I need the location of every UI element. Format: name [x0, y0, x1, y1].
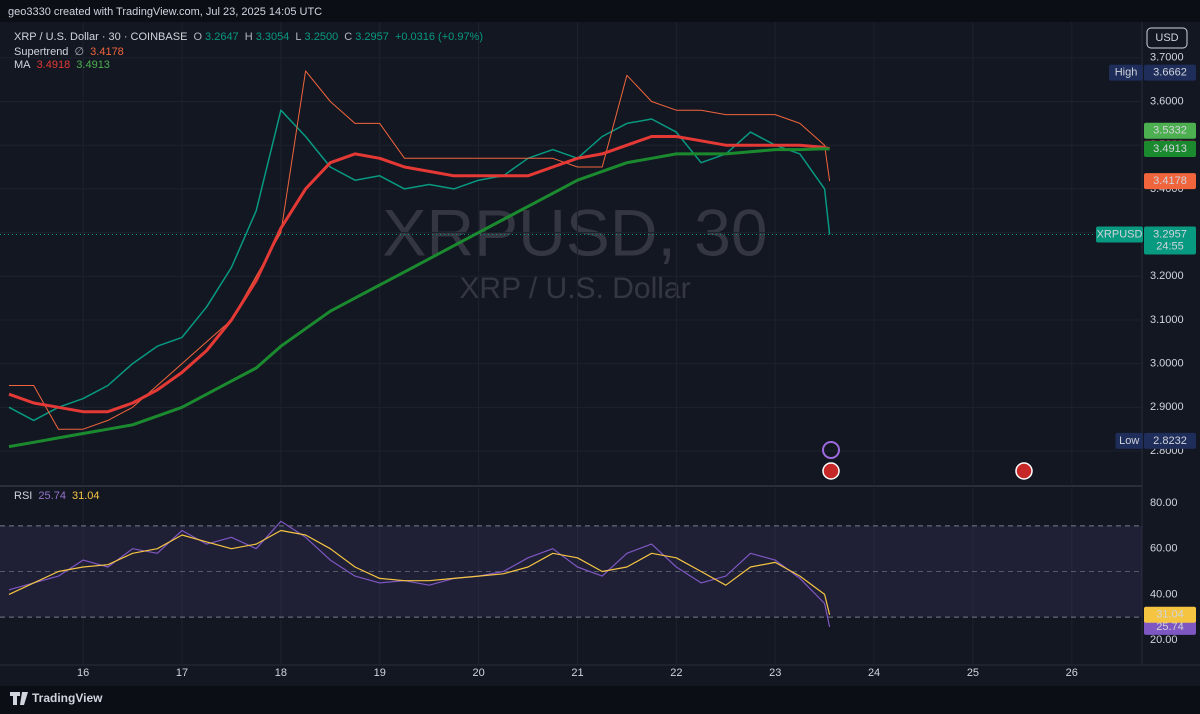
legend-rsi-label: RSI — [14, 490, 33, 502]
legend-change: +0.0316 (+0.97%) — [394, 31, 484, 43]
y-tick-label: 40.00 — [1150, 588, 1178, 600]
series-line — [8, 147, 830, 449]
x-tick-label: 23 — [769, 667, 781, 679]
legend-c-label: C — [344, 31, 353, 43]
event-icons — [822, 441, 1033, 480]
legend-supertrend-icon: ∅ — [74, 46, 85, 58]
legend-main: XRP / U.S. Dollar · 30 · COINBASE O 3.264… — [14, 31, 486, 43]
price-label-box — [1144, 226, 1196, 255]
price-label-tag — [1115, 432, 1143, 449]
price-label-box — [1144, 122, 1196, 139]
legend-ma-slow: 3.4913 — [76, 59, 110, 71]
price-label: 3.5332 — [1153, 125, 1187, 137]
y-tick-label: 80.00 — [1150, 497, 1178, 509]
y-tick-label: 3.6000 — [1150, 95, 1184, 107]
price-label-box — [1144, 606, 1196, 623]
legend-h-label: H — [244, 31, 253, 43]
countdown: 24:55 — [1156, 240, 1184, 252]
watermark-sub: XRP / U.S. Dollar — [459, 272, 690, 305]
x-tick-label: 24 — [868, 667, 880, 679]
x-tick-label: 22 — [670, 667, 682, 679]
legend-ma-label: MA — [14, 59, 31, 71]
legend-rsi-ma: 31.04 — [72, 490, 100, 502]
x-tick-label: 16 — [77, 667, 89, 679]
y-tick-label: 3.1000 — [1150, 314, 1184, 326]
legend-ma-fast: 3.4918 — [36, 59, 71, 71]
price-label: 3.4913 — [1153, 143, 1187, 155]
series-line — [8, 135, 831, 414]
y-tick-label: 2.9000 — [1150, 401, 1184, 413]
footer-brand: TradingView — [32, 691, 103, 705]
legend-ma: MA 3.4918 3.4913 — [14, 59, 113, 71]
footer-bar — [0, 686, 1200, 714]
legend-rsi-value: 25.74 — [38, 490, 66, 502]
series-line — [8, 520, 831, 628]
price-label-box — [1144, 64, 1196, 81]
price-label-box — [1144, 618, 1196, 635]
legend-symbol: XRP / U.S. Dollar · 30 · COINBASE — [14, 31, 188, 43]
price-label-tag-text: Low — [1119, 435, 1139, 447]
legend-l-label: L — [295, 31, 302, 43]
price-label: 2.8232 — [1153, 435, 1187, 447]
price-label-tag — [1096, 226, 1143, 243]
header-text: geo3330 created with TradingView.com, Ju… — [8, 6, 322, 18]
price-label: 31.04 — [1156, 609, 1184, 621]
x-tick-label: 21 — [571, 667, 583, 679]
x-tick-label: 19 — [374, 667, 386, 679]
y-tick-label: 20.00 — [1150, 634, 1178, 646]
price-label-box — [1144, 141, 1196, 158]
x-tick-label: 26 — [1066, 667, 1078, 679]
footer-logo — [10, 692, 28, 705]
y-tick-label: 3.0000 — [1150, 358, 1184, 370]
event-icon[interactable] — [822, 462, 840, 480]
legend-o-label: O — [193, 31, 203, 43]
price-label: 3.2957 — [1153, 228, 1187, 240]
event-icon[interactable] — [1015, 462, 1033, 480]
y-tick-label: 3.7000 — [1150, 52, 1184, 64]
event-icon[interactable] — [822, 441, 840, 459]
legend-l: 3.2500 — [304, 31, 339, 43]
price-label: 3.6662 — [1153, 66, 1187, 78]
x-tick-label: 18 — [275, 667, 287, 679]
series-line — [8, 109, 831, 422]
legend-c: 3.2957 — [355, 31, 389, 43]
x-tick-label: 20 — [472, 667, 484, 679]
price-label: 3.4178 — [1153, 175, 1187, 187]
currency-button[interactable] — [1146, 27, 1188, 49]
legend-o: 3.2647 — [205, 31, 239, 43]
y-tick-label: 60.00 — [1150, 543, 1178, 555]
price-label-tag-text: High — [1115, 66, 1138, 78]
price-label-box — [1144, 173, 1196, 190]
header-bar — [0, 0, 1200, 22]
y-tick-label: 3.2000 — [1150, 270, 1184, 282]
x-tick-label: 17 — [176, 667, 188, 679]
currency[interactable]: USD — [1155, 32, 1178, 44]
legend-supertrend: Supertrend ∅ 3.4178 — [14, 45, 127, 58]
price-label-tag — [1109, 64, 1143, 81]
price-label-tag-text: XRPUSD — [1097, 228, 1143, 240]
series-line — [8, 529, 831, 615]
legend-supertrend-label: Supertrend — [14, 46, 69, 58]
price-label: 25.74 — [1156, 621, 1184, 633]
legend-h: 3.3054 — [255, 31, 290, 43]
price-label-box — [1144, 432, 1196, 449]
legend-supertrend-value: 3.4178 — [90, 46, 124, 58]
legend-rsi: RSI 25.74 31.04 — [14, 490, 103, 502]
x-tick-label: 25 — [967, 667, 979, 679]
